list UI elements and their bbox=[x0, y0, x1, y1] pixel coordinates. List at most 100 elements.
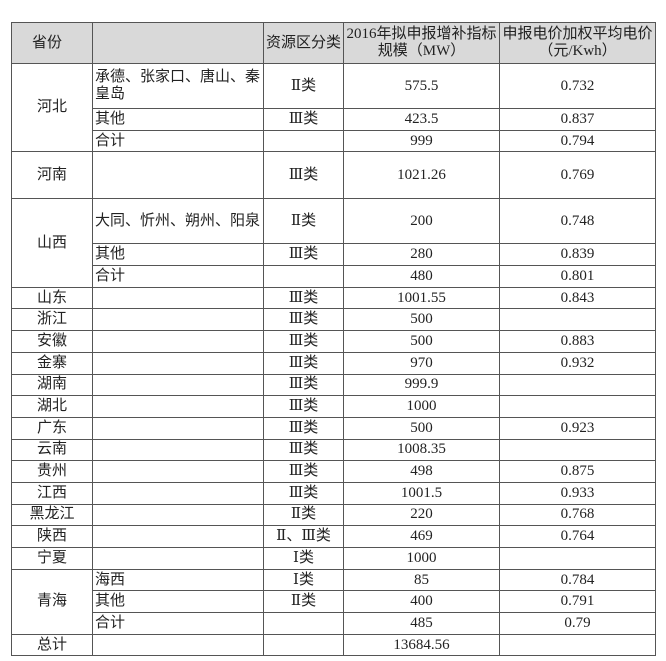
resource-class-cell: Ⅰ类 bbox=[263, 568, 344, 592]
table-row: 河南 Ⅲ类 1021.26 0.769 bbox=[11, 151, 656, 200]
resource-class-cell: Ⅲ类 bbox=[263, 438, 344, 462]
price-cell: 0.801 bbox=[499, 265, 656, 288]
resource-class-cell: Ⅱ类 bbox=[263, 503, 344, 527]
table-row: 山东 Ⅲ类 1001.55 0.843 bbox=[11, 286, 656, 310]
region-cell bbox=[92, 286, 264, 310]
region-cell: 其他 bbox=[92, 243, 264, 267]
resource-class-cell: Ⅱ、Ⅲ类 bbox=[263, 525, 344, 548]
table-row: 贵州 Ⅲ类 498 0.875 bbox=[11, 460, 656, 483]
price-cell bbox=[499, 395, 656, 418]
province-cell: 云南 bbox=[11, 438, 93, 462]
price-cell: 0.764 bbox=[499, 525, 656, 548]
price-cell: 0.79 bbox=[499, 612, 656, 635]
region-cell bbox=[92, 460, 264, 483]
resource-class-cell bbox=[263, 612, 344, 635]
region-cell: 合计 bbox=[92, 265, 264, 288]
region-cell bbox=[92, 503, 264, 527]
scale-cell: 200 bbox=[343, 198, 500, 245]
region-cell bbox=[92, 351, 264, 375]
resource-class-cell: Ⅲ类 bbox=[263, 330, 344, 353]
region-cell: 承德、张家口、唐山、秦皇岛 bbox=[92, 63, 264, 109]
province-cell: 湖北 bbox=[11, 395, 93, 418]
scale-cell: 999.9 bbox=[343, 373, 500, 397]
scale-cell: 220 bbox=[343, 503, 500, 527]
region-cell bbox=[92, 373, 264, 397]
province-cell: 湖南 bbox=[11, 373, 93, 397]
header-price: 申报电价加权平均电价（元/Kwh） bbox=[499, 22, 656, 64]
price-cell: 0.883 bbox=[499, 330, 656, 353]
scale-cell: 1000 bbox=[343, 395, 500, 418]
table-row: 金寨 Ⅲ类 970 0.932 bbox=[11, 351, 656, 375]
price-cell: 0.768 bbox=[499, 503, 656, 527]
province-cell: 河南 bbox=[11, 151, 93, 200]
province-cell: 金寨 bbox=[11, 351, 93, 375]
scale-cell: 1001.55 bbox=[343, 286, 500, 310]
header-province: 省份 bbox=[11, 22, 93, 64]
total-region bbox=[92, 633, 264, 657]
total-row: 总计 13684.56 bbox=[11, 633, 656, 657]
table-row: 其他 Ⅲ类 280 0.839 bbox=[12, 243, 656, 267]
table-row: 其他 Ⅲ类 423.5 0.837 bbox=[12, 108, 656, 131]
resource-class-cell: Ⅱ类 bbox=[263, 198, 344, 245]
price-cell: 0.784 bbox=[499, 568, 656, 592]
total-price bbox=[499, 633, 656, 657]
header-resource-class: 资源区分类 bbox=[263, 22, 344, 64]
scale-cell: 1001.5 bbox=[343, 481, 500, 505]
table-row: 江西 Ⅲ类 1001.5 0.933 bbox=[11, 481, 656, 505]
subsidy-quota-table: 省份 资源区分类 2016年拟申报增补指标规模（MW） 申报电价加权平均电价（元… bbox=[11, 22, 656, 657]
price-cell: 0.791 bbox=[499, 590, 656, 614]
resource-class-cell: Ⅲ类 bbox=[263, 395, 344, 418]
table-row: 湖北 Ⅲ类 1000 bbox=[11, 395, 656, 418]
price-cell: 0.794 bbox=[499, 129, 656, 153]
price-cell: 0.837 bbox=[499, 108, 656, 131]
price-cell: 0.732 bbox=[499, 63, 656, 109]
price-cell: 0.748 bbox=[499, 198, 656, 245]
price-cell: 0.843 bbox=[499, 286, 656, 310]
scale-cell: 400 bbox=[343, 590, 500, 614]
total-label: 总计 bbox=[11, 633, 93, 657]
scale-cell: 485 bbox=[343, 612, 500, 635]
scale-cell: 1000 bbox=[343, 547, 500, 570]
region-cell: 合计 bbox=[92, 612, 264, 635]
table-row: 河北 承德、张家口、唐山、秦皇岛 Ⅱ类 575.5 0.732 bbox=[11, 62, 656, 153]
table-row: 浙江 Ⅲ类 500 bbox=[11, 308, 656, 332]
province-cell: 江西 bbox=[11, 481, 93, 505]
table-row: 合计 480 0.801 bbox=[12, 265, 656, 288]
resource-class-cell bbox=[263, 265, 344, 288]
price-cell: 0.839 bbox=[499, 243, 656, 267]
resource-class-cell: Ⅱ类 bbox=[263, 63, 344, 109]
scale-cell: 500 bbox=[343, 330, 500, 353]
province-cell: 宁夏 bbox=[11, 547, 93, 570]
resource-class-cell: Ⅲ类 bbox=[263, 481, 344, 505]
scale-cell: 1008.35 bbox=[343, 438, 500, 462]
scale-cell: 500 bbox=[343, 416, 500, 440]
table-row: 合计 999 0.794 bbox=[12, 129, 656, 153]
table-row: 青海 海西 Ⅰ类 85 0.784 bbox=[11, 568, 656, 635]
resource-class-cell: Ⅲ类 bbox=[263, 286, 344, 310]
price-cell: 0.933 bbox=[499, 481, 656, 505]
table-row: 其他 Ⅱ类 400 0.791 bbox=[12, 590, 656, 614]
resource-class-cell: Ⅲ类 bbox=[263, 108, 344, 131]
price-cell bbox=[499, 438, 656, 462]
table-row: 陕西 Ⅱ、Ⅲ类 469 0.764 bbox=[11, 525, 656, 548]
resource-class-cell bbox=[263, 129, 344, 153]
table-row: 山西 大同、忻州、朔州、阳泉 Ⅱ类 200 0.748 bbox=[11, 198, 656, 288]
resource-class-cell: Ⅲ类 bbox=[263, 308, 344, 332]
scale-cell: 480 bbox=[343, 265, 500, 288]
price-cell: 0.769 bbox=[499, 151, 656, 200]
province-cell: 安徽 bbox=[11, 330, 93, 353]
table-row: 安徽 Ⅲ类 500 0.883 bbox=[11, 330, 656, 353]
resource-class-cell: Ⅲ类 bbox=[263, 416, 344, 440]
table-row: 合计 485 0.79 bbox=[12, 612, 656, 635]
scale-cell: 280 bbox=[343, 243, 500, 267]
header-row: 省份 资源区分类 2016年拟申报增补指标规模（MW） 申报电价加权平均电价（元… bbox=[11, 22, 656, 64]
scale-cell: 500 bbox=[343, 308, 500, 332]
price-cell: 0.923 bbox=[499, 416, 656, 440]
header-region bbox=[92, 22, 264, 64]
province-cell: 贵州 bbox=[11, 460, 93, 483]
region-cell bbox=[92, 330, 264, 353]
province-cell: 黑龙江 bbox=[11, 503, 93, 527]
province-cell: 陕西 bbox=[11, 525, 93, 548]
region-cell bbox=[92, 151, 264, 200]
total-class bbox=[263, 633, 344, 657]
